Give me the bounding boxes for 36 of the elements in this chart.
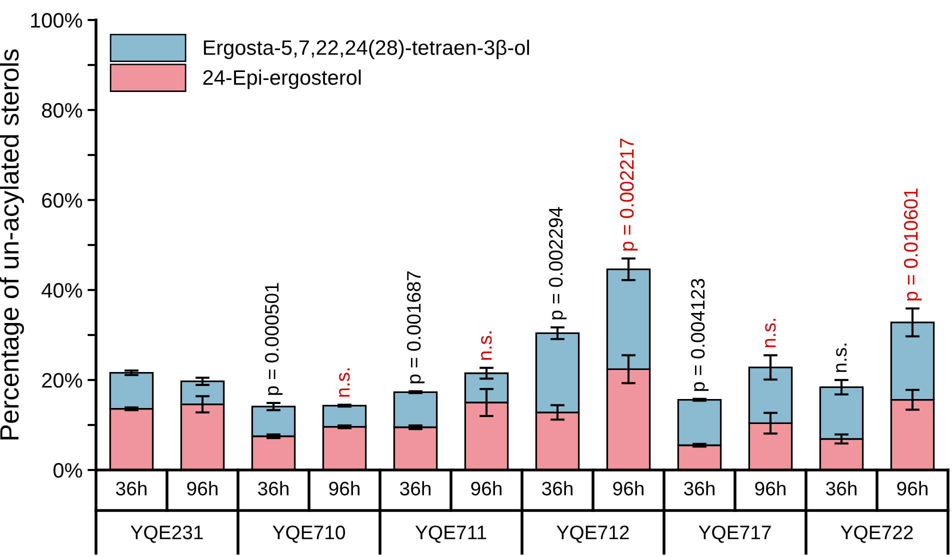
x-tick-label: 36h — [542, 481, 572, 496]
annotation: n.s. — [339, 368, 350, 397]
text: YQE722 — [840, 526, 913, 543]
x-tick-label: 96h — [329, 481, 360, 496]
x-tick-label: 96h — [755, 481, 786, 496]
x-tick-label: 96h — [613, 481, 644, 496]
annotation: p = 0.002294 — [548, 207, 567, 320]
y-tick-label: 60% — [42, 193, 82, 208]
text: YQE712 — [556, 526, 629, 543]
legend-label: 24-Epi-ergosterol — [203, 70, 361, 90]
text: YQE231 — [130, 526, 203, 543]
x-tick-label: 36h — [826, 481, 856, 496]
y-tick-label: 40% — [42, 283, 82, 298]
y-tick-label: 80% — [42, 103, 82, 118]
annotation: p = 0.000501 — [264, 283, 283, 395]
annotation: p = 0.004123 — [690, 278, 709, 391]
text: YQE710 — [272, 526, 345, 543]
annotation: n.s. — [765, 318, 776, 348]
legend-label: Ergosta-5,7,22,24(28)-tetraen-3β-ol — [204, 40, 529, 60]
x-tick-label: 36h — [684, 481, 714, 496]
annotation: n.s. — [481, 332, 492, 360]
x-tick-label: 36h — [116, 481, 146, 496]
x-tick-label: 96h — [897, 481, 928, 496]
x-tick-label: 96h — [471, 481, 502, 496]
text: YQE717 — [698, 526, 771, 543]
y-tick-label: 20% — [42, 373, 82, 388]
y-tick-label: 100% — [31, 13, 82, 28]
y-tick-label: 0% — [54, 463, 82, 478]
x-tick-label: 36h — [258, 481, 288, 496]
text: YQE711 — [415, 526, 486, 543]
x-tick-label: 36h — [400, 481, 430, 496]
annotation: p = 0.010601 — [904, 188, 922, 300]
annotation: p = 0.002217 — [620, 138, 638, 250]
annotation: n.s. — [836, 344, 847, 372]
x-tick-label: 96h — [187, 481, 218, 496]
annotation: p = 0.001687 — [406, 271, 425, 384]
